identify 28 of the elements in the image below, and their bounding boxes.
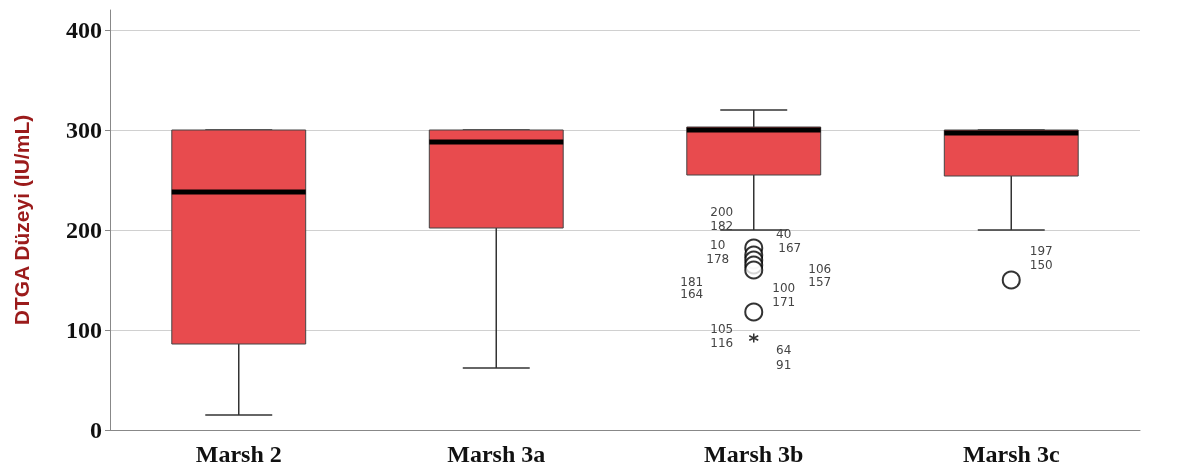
annotation: 167 bbox=[778, 241, 802, 255]
y-tick-label: 400 bbox=[66, 17, 102, 43]
x-tick-label: Marsh 3b bbox=[704, 441, 804, 467]
annotation: 116 bbox=[710, 336, 734, 350]
annotation: 105 bbox=[710, 322, 734, 336]
x-tick-label: Marsh 3c bbox=[962, 441, 1060, 467]
annotation: 182 bbox=[710, 219, 734, 233]
annotation: 40 bbox=[776, 227, 792, 241]
y-tick-label: 100 bbox=[66, 317, 102, 343]
annotation: 100 bbox=[772, 281, 796, 295]
y-tick-label: 300 bbox=[66, 117, 102, 143]
x-tick-label: Marsh 3a bbox=[447, 441, 546, 467]
annotation: 197 bbox=[1029, 244, 1053, 258]
x-tick-label: Marsh 2 bbox=[195, 441, 282, 467]
annotation: 171 bbox=[772, 295, 796, 309]
annotation: 181 bbox=[680, 275, 704, 289]
annotation: 150 bbox=[1029, 258, 1053, 272]
y-tick-label: 0 bbox=[90, 417, 102, 443]
annotation: 178 bbox=[706, 252, 730, 266]
annotation: 10 bbox=[710, 238, 726, 252]
annotation: 200 bbox=[710, 205, 734, 219]
annotation: 157 bbox=[808, 275, 832, 289]
y-axis-title: DTGA Düzeyi (IU/mL) bbox=[10, 114, 33, 326]
y-tick-label: 200 bbox=[66, 217, 102, 243]
annotation: 91 bbox=[776, 358, 792, 372]
annotation: 106 bbox=[808, 262, 832, 276]
annotation: 64 bbox=[776, 343, 792, 357]
annotation: 164 bbox=[680, 287, 704, 301]
